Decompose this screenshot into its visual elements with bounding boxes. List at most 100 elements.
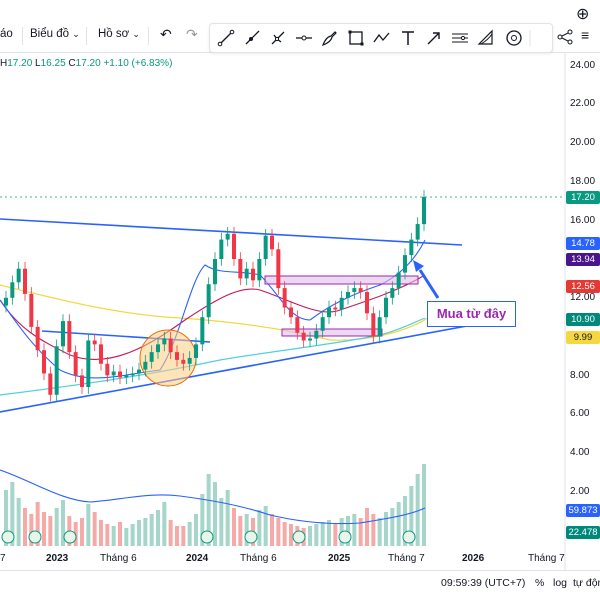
volume-bar	[263, 506, 268, 546]
candle-body	[251, 268, 255, 281]
close-label: C	[68, 58, 76, 69]
bottom-bar: 09:59:39 (UTC+7) % log tự động	[0, 570, 600, 601]
ray-icon[interactable]	[242, 28, 262, 48]
price-tick: 20.00	[570, 137, 596, 148]
profile-button[interactable]: Hồ sơ ⌄	[98, 28, 140, 40]
add-icon[interactable]: ⊕	[576, 6, 590, 23]
trend-line-icon[interactable]	[216, 28, 236, 48]
horizontal-line-icon[interactable]	[294, 28, 314, 48]
log-toggle[interactable]: log	[553, 577, 568, 589]
volume-bar	[10, 482, 15, 546]
chart-type-button[interactable]: Biểu đồ ⌄	[30, 28, 80, 40]
volume-bar	[390, 508, 395, 546]
candle-body	[61, 321, 65, 347]
undo-icon[interactable]: ↶	[160, 26, 172, 42]
ma-cyan-line	[0, 317, 426, 396]
candle-body	[238, 259, 243, 279]
share-icon[interactable]	[555, 27, 575, 47]
time-tick: 2023	[46, 553, 69, 564]
price-tick: 12.00	[570, 292, 596, 303]
time-tick: 2026	[462, 553, 485, 564]
volume-bar	[23, 508, 27, 546]
candle-body	[162, 338, 167, 345]
toolbar-partial-item[interactable]: áo	[0, 28, 13, 40]
chevron-down-icon: ⌄	[132, 29, 140, 39]
volume-bar	[403, 496, 407, 546]
candle-body	[396, 272, 401, 289]
earnings-marker-icon[interactable]	[28, 530, 42, 544]
candle-body	[213, 259, 217, 285]
earnings-marker-icon[interactable]	[244, 530, 258, 544]
drag-handle-icon[interactable]	[528, 28, 548, 48]
hide-icon[interactable]	[504, 28, 524, 48]
auto-scale-toggle[interactable]: tự động	[573, 577, 600, 589]
volume-bar	[143, 518, 148, 546]
brush-icon[interactable]	[320, 28, 340, 48]
volume-bar	[219, 498, 224, 546]
volume-bar	[409, 486, 414, 546]
volume-bar	[29, 514, 34, 546]
price-tick: 6.00	[570, 408, 590, 419]
candle-body	[54, 346, 59, 395]
menu-icon[interactable]: ≡	[581, 27, 590, 43]
buy-annotation[interactable]: Mua từ đây	[427, 301, 516, 327]
candle-body	[346, 291, 350, 298]
candle-body	[23, 268, 27, 294]
candle-body	[314, 330, 319, 339]
candle-body	[99, 344, 103, 364]
candle-body	[67, 321, 72, 353]
candles-group	[4, 190, 426, 402]
parallel-channel-icon[interactable]	[450, 28, 470, 48]
annotation-arrow	[418, 269, 440, 299]
candle-body	[219, 239, 224, 259]
highlight-circle[interactable]	[139, 329, 197, 387]
ma-blue-badge: 14.78	[566, 237, 600, 250]
earnings-marker-icon[interactable]	[338, 530, 352, 544]
candle-body	[206, 284, 211, 318]
volume-bar	[365, 508, 369, 546]
candle-body	[422, 196, 426, 225]
candle-body	[124, 375, 129, 378]
candle-body	[257, 259, 262, 281]
volume-bar	[168, 520, 173, 546]
volume-bar	[194, 514, 198, 546]
ohlc-legend: H17.20 L16.25 C17.20 +1.10 (+6.83%)	[0, 58, 172, 69]
volume-bar	[244, 514, 249, 546]
consolidation-box-lower[interactable]	[281, 328, 383, 337]
rectangle-icon[interactable]	[346, 28, 366, 48]
candle-body	[194, 344, 198, 358]
resistance-trendline[interactable]	[0, 218, 463, 246]
earnings-marker-icon[interactable]	[402, 530, 416, 544]
candle-body	[73, 352, 78, 376]
candle-body	[42, 350, 46, 374]
support-trendline[interactable]	[0, 317, 511, 413]
earnings-marker-icon[interactable]	[1, 530, 15, 544]
ma-blue-line	[0, 239, 426, 379]
pitchfork-icon[interactable]	[268, 28, 288, 48]
earnings-marker-icon[interactable]	[63, 530, 77, 544]
earnings-marker-icon[interactable]	[200, 530, 214, 544]
earnings-marker-icon[interactable]	[292, 530, 306, 544]
curve-icon[interactable]	[476, 28, 496, 48]
redo-icon[interactable]: ↷	[186, 26, 198, 42]
volume-bar	[422, 464, 426, 546]
volume-bar	[396, 502, 401, 546]
ma-red-badge: 12.56	[566, 280, 600, 293]
path-icon[interactable]	[372, 28, 392, 48]
percent-toggle[interactable]: %	[535, 577, 545, 589]
candle-body	[16, 268, 21, 283]
volume-bar	[232, 508, 236, 546]
volume-bar	[92, 512, 97, 546]
consolidation-box-upper[interactable]	[264, 275, 419, 285]
price-chart[interactable]	[0, 52, 600, 570]
candle-body	[308, 338, 312, 341]
close-value: 17.20	[75, 58, 101, 69]
volume-bar	[314, 524, 319, 546]
arrow-icon[interactable]	[424, 28, 444, 48]
clock-display[interactable]: 09:59:39 (UTC+7)	[441, 577, 526, 589]
candle-body	[270, 235, 274, 250]
text-icon[interactable]	[398, 28, 418, 48]
volume-bar	[80, 518, 84, 546]
candle-body	[137, 369, 141, 374]
volume-bar	[4, 490, 8, 546]
